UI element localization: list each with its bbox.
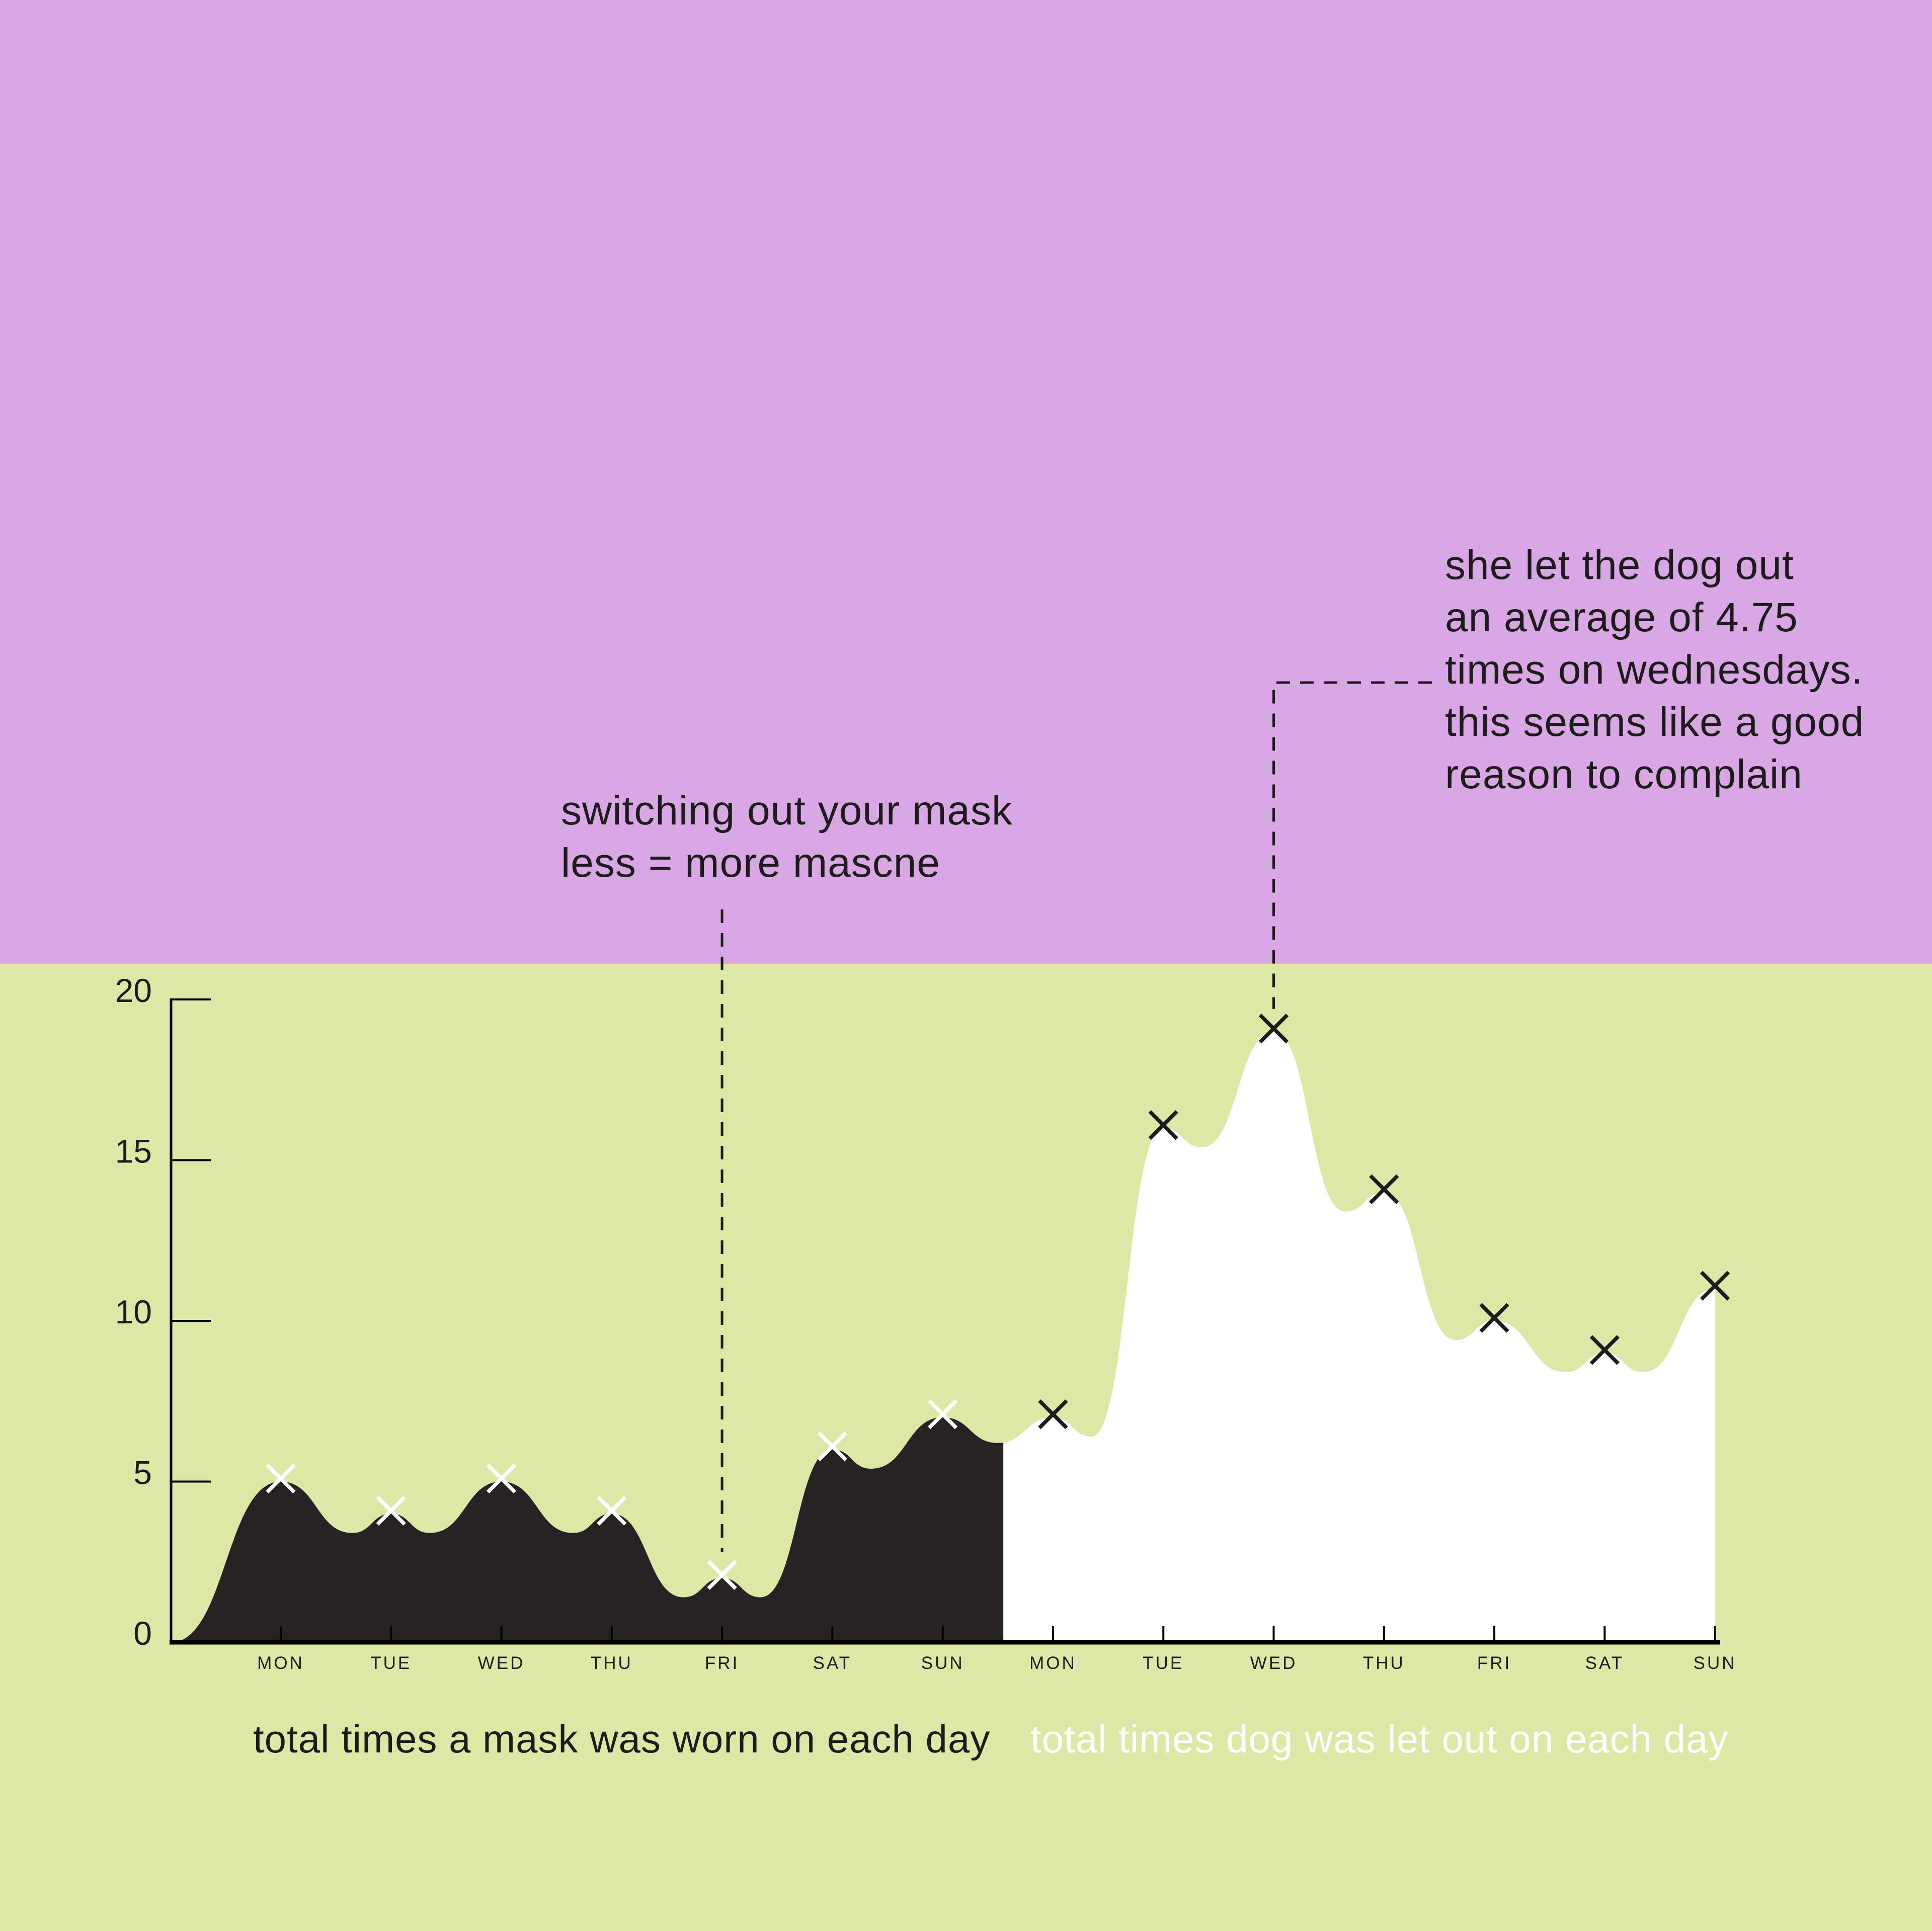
day-label: FRI [1477, 1653, 1511, 1673]
day-label: THU [1363, 1653, 1405, 1673]
y-tick-label: 20 [115, 972, 152, 1009]
mask-annotation-text: switching out your mask less = more masc… [561, 788, 1013, 886]
day-label: WED [1250, 1653, 1298, 1673]
x-axis-ticks [280, 1626, 1716, 1642]
x-marker [1479, 1303, 1509, 1333]
purple-background-band [0, 0, 1932, 964]
x-marker [817, 1431, 848, 1462]
y-axis-labels: 0 5 10 15 20 [115, 972, 152, 1652]
x-marker [597, 1495, 627, 1526]
data-point-x-markers [266, 1014, 1730, 1590]
day-label: SUN [921, 1653, 964, 1673]
day-label: MON [1029, 1653, 1077, 1673]
day-label: TUE [1143, 1653, 1184, 1673]
day-label: MON [257, 1653, 304, 1673]
day-label: TUE [370, 1653, 412, 1673]
x-marker [376, 1495, 406, 1526]
dog-series-caption: total times dog was let out on each day [1030, 1717, 1729, 1761]
y-axis-ticks [171, 998, 211, 1483]
day-label: SAT [1585, 1653, 1624, 1673]
day-label: WED [478, 1653, 525, 1673]
x-marker [707, 1560, 737, 1590]
x-marker [1038, 1399, 1068, 1430]
x-marker [1589, 1335, 1620, 1365]
y-tick-label: 10 [115, 1293, 152, 1330]
y-tick-label: 15 [115, 1133, 152, 1170]
x-marker [1258, 1014, 1289, 1044]
dog-annotation-pointer-dashed-line [1272, 681, 1432, 1009]
mask-area-series [171, 1417, 1004, 1642]
day-label: FRI [705, 1653, 739, 1673]
mask-series-caption: total times a mask was worn on each day [253, 1717, 991, 1761]
day-label: SUN [1694, 1653, 1737, 1673]
x-axis-day-labels: MON TUE WED THU FRI SAT SUN MON TUE WED THU FRI SAT S… [257, 1653, 1737, 1673]
x-marker [928, 1399, 958, 1430]
dog-annotation-text: she let the dog out an average of 4.75 t… [1445, 542, 1865, 797]
day-label: THU [591, 1653, 633, 1673]
dog-area-series [1003, 1031, 1715, 1642]
y-tick-label: 5 [133, 1454, 152, 1491]
x-marker [1700, 1271, 1730, 1301]
x-marker [486, 1463, 517, 1494]
x-marker [266, 1463, 296, 1494]
day-label: SAT [813, 1653, 852, 1673]
y-tick-label: 0 [133, 1615, 152, 1652]
x-marker [1369, 1174, 1399, 1205]
x-marker [1148, 1110, 1178, 1140]
